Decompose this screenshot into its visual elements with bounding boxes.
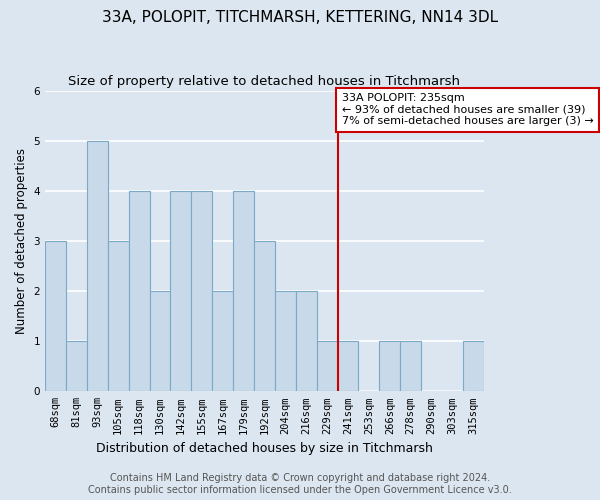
Bar [170, 191, 191, 392]
Bar [45, 241, 66, 392]
X-axis label: Distribution of detached houses by size in Titchmarsh: Distribution of detached houses by size … [96, 442, 433, 455]
Text: 33A POLOPIT: 235sqm
← 93% of detached houses are smaller (39)
7% of semi-detache: 33A POLOPIT: 235sqm ← 93% of detached ho… [342, 93, 593, 126]
Bar [87, 140, 108, 392]
Bar [296, 291, 317, 392]
Bar [108, 241, 128, 392]
Text: 33A, POLOPIT, TITCHMARSH, KETTERING, NN14 3DL: 33A, POLOPIT, TITCHMARSH, KETTERING, NN1… [102, 10, 498, 25]
Bar [191, 191, 212, 392]
Bar [66, 341, 87, 392]
Bar [463, 341, 484, 392]
Bar [149, 291, 170, 392]
Y-axis label: Number of detached properties: Number of detached properties [15, 148, 28, 334]
Bar [128, 191, 149, 392]
Bar [212, 291, 233, 392]
Bar [233, 191, 254, 392]
Bar [338, 341, 358, 392]
Title: Size of property relative to detached houses in Titchmarsh: Size of property relative to detached ho… [68, 75, 460, 88]
Text: Contains HM Land Registry data © Crown copyright and database right 2024.
Contai: Contains HM Land Registry data © Crown c… [88, 474, 512, 495]
Bar [317, 341, 338, 392]
Bar [400, 341, 421, 392]
Bar [379, 341, 400, 392]
Bar [275, 291, 296, 392]
Bar [254, 241, 275, 392]
